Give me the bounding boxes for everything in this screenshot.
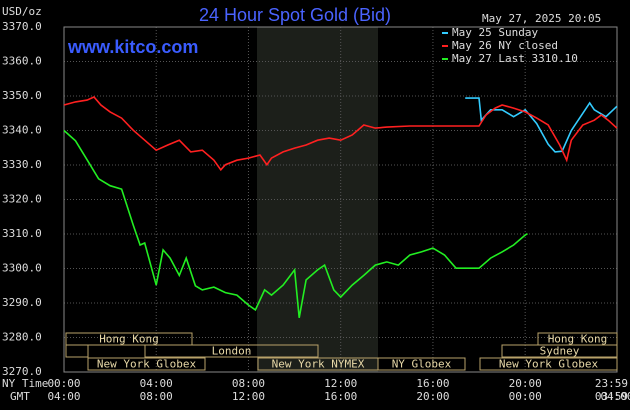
- chart-title: 24 Hour Spot Gold (Bid): [199, 5, 391, 25]
- session-box: [144, 344, 319, 358]
- session-label: New York Globex: [97, 358, 197, 371]
- y-tick-label: 3320.0: [2, 193, 42, 206]
- y-tick-label: 3340.0: [2, 124, 42, 137]
- y-unit: USD/oz: [2, 5, 42, 18]
- x2-tick-label: 12:00: [232, 390, 265, 403]
- timestamp: May 27, 2025 20:05: [482, 12, 601, 25]
- legend-label: May 26 NY closed: [452, 39, 558, 52]
- session-label: Hong Kong: [548, 333, 608, 346]
- y-tick-label: 3280.0: [2, 331, 42, 344]
- series-line: [63, 96, 618, 172]
- session-label: Sydney: [540, 345, 580, 358]
- x2-tick-label: 16:00: [324, 390, 357, 403]
- session-label: New York Globex: [499, 358, 599, 371]
- session-box: [501, 344, 618, 358]
- x-tick-label: 08:00: [232, 377, 265, 390]
- x-tick-label: 20:00: [509, 377, 542, 390]
- series-line: [63, 129, 528, 318]
- session-box: [87, 357, 206, 371]
- x2-tick-label: 04:00: [47, 390, 80, 403]
- shaded-session: [257, 27, 378, 372]
- y-tick-label: 3300.0: [2, 262, 42, 275]
- y-tick-label: 3270.0: [2, 365, 42, 378]
- session-label: NY Globex: [392, 358, 452, 371]
- plot-frame: [63, 26, 618, 373]
- session-box: [377, 357, 466, 371]
- y-tick-label: 3290.0: [2, 296, 42, 309]
- x-tick-label: 04:00: [140, 377, 173, 390]
- x-tick-label: 23:59: [595, 377, 628, 390]
- x-row-label: NY Time: [2, 377, 48, 390]
- site: www.kitco.com: [67, 37, 198, 57]
- session-box: [65, 332, 193, 346]
- x2-tick-label: 04:00: [600, 390, 630, 403]
- legend-label: May 25 Sunday: [452, 26, 538, 39]
- x2-tick-label: 20:00: [416, 390, 449, 403]
- legend-label: May 27 Last 3310.10: [452, 52, 578, 65]
- x-tick-label: 16:00: [416, 377, 449, 390]
- y-tick-label: 3370.0: [2, 20, 42, 33]
- session-label: New York NYMEX: [272, 358, 365, 371]
- session-label: London: [212, 345, 252, 358]
- y-tick-label: 3360.0: [2, 55, 42, 68]
- session-box: [479, 357, 618, 371]
- x2-row-label: GMT: [10, 390, 30, 403]
- y-tick-label: 3330.0: [2, 158, 42, 171]
- x2-tick-label: 00:00: [509, 390, 542, 403]
- x-tick-label: 12:00: [324, 377, 357, 390]
- x-tick-label: 00:00: [47, 377, 80, 390]
- y-tick-label: 3350.0: [2, 89, 42, 102]
- x2-tick-label: 03:59: [595, 390, 628, 403]
- session-label: Hong Kong: [99, 333, 159, 346]
- y-tick-label: 3310.0: [2, 227, 42, 240]
- x2-tick-label: 08:00: [140, 390, 173, 403]
